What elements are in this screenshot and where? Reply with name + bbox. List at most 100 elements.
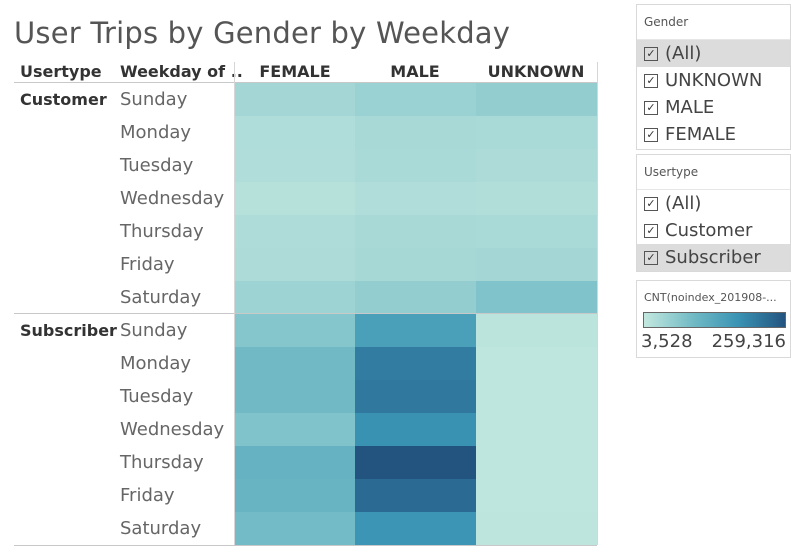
usertype-filter-item-all[interactable]: ✓ (All) (637, 190, 790, 217)
group-label-customer[interactable]: Customer (20, 90, 107, 109)
heat-cell-customer-tuesday-unknown[interactable] (476, 149, 597, 182)
heat-cell-subscriber-saturday-unknown[interactable] (476, 512, 597, 545)
heat-cell-subscriber-tuesday-female[interactable] (235, 380, 355, 413)
header-female[interactable]: FEMALE (259, 62, 331, 81)
heat-cell-subscriber-wednesday-male[interactable] (355, 413, 476, 446)
group-label-subscriber[interactable]: Subscriber (20, 321, 117, 340)
checkbox-icon[interactable]: ✓ (644, 223, 658, 238)
gender-filter-title: Gender (644, 15, 689, 29)
gender-filter-item-male[interactable]: ✓ MALE (637, 94, 790, 121)
checkbox-icon[interactable]: ✓ (644, 73, 658, 88)
row-label-tuesday[interactable]: Tuesday (120, 155, 194, 176)
usertype-filter-title: Usertype (644, 165, 699, 179)
checkbox-icon[interactable]: ✓ (644, 127, 658, 142)
heat-cell-subscriber-monday-unknown[interactable] (476, 347, 597, 380)
heatmap-grid (235, 83, 597, 545)
heat-cell-customer-friday-male[interactable] (355, 248, 476, 281)
usertype-filter-panel: Usertype ✓ (All) ✓ Customer ✓ Subscriber (636, 154, 791, 272)
heat-cell-subscriber-thursday-unknown[interactable] (476, 446, 597, 479)
heat-cell-subscriber-wednesday-female[interactable] (235, 413, 355, 446)
legend-max-label: 259,316 (711, 331, 786, 352)
filter-item-label: MALE (665, 97, 715, 118)
header-divider (14, 82, 597, 83)
heat-cell-subscriber-thursday-male[interactable] (355, 446, 476, 479)
heat-cell-subscriber-sunday-unknown[interactable] (476, 314, 597, 347)
heat-cell-customer-wednesday-male[interactable] (355, 182, 476, 215)
heat-cell-subscriber-thursday-female[interactable] (235, 446, 355, 479)
checkbox-icon[interactable]: ✓ (644, 196, 658, 211)
heat-cell-customer-friday-female[interactable] (235, 248, 355, 281)
heat-cell-customer-thursday-male[interactable] (355, 215, 476, 248)
heat-cell-customer-sunday-female[interactable] (235, 83, 355, 116)
row-label-sunday[interactable]: Sunday (120, 89, 188, 110)
header-unknown[interactable]: UNKNOWN (487, 62, 585, 81)
checkbox-icon[interactable]: ✓ (644, 100, 658, 115)
heat-cell-subscriber-wednesday-unknown[interactable] (476, 413, 597, 446)
heat-cell-customer-saturday-female[interactable] (235, 281, 355, 314)
row-label-saturday[interactable]: Saturday (120, 518, 202, 539)
heat-cell-customer-monday-female[interactable] (235, 116, 355, 149)
row-label-thursday[interactable]: Thursday (120, 452, 204, 473)
color-legend-panel: CNT(noindex_201908-... 3,528 259,316 (636, 280, 791, 358)
heat-cell-customer-saturday-unknown[interactable] (476, 281, 597, 314)
row-label-tuesday[interactable]: Tuesday (120, 386, 194, 407)
filter-item-label: Subscriber (665, 247, 761, 268)
heat-cell-customer-thursday-unknown[interactable] (476, 215, 597, 248)
heat-cell-customer-saturday-male[interactable] (355, 281, 476, 314)
heat-cell-subscriber-tuesday-male[interactable] (355, 380, 476, 413)
heat-cell-customer-friday-unknown[interactable] (476, 248, 597, 281)
panel-divider (637, 189, 790, 190)
filter-item-label: FEMALE (665, 124, 736, 145)
checkbox-icon[interactable]: ✓ (644, 46, 658, 61)
row-label-monday[interactable]: Monday (120, 122, 192, 143)
header-male[interactable]: MALE (390, 62, 440, 81)
heat-cell-customer-monday-unknown[interactable] (476, 116, 597, 149)
row-label-sunday[interactable]: Sunday (120, 320, 188, 341)
legend-min-label: 3,528 (641, 331, 693, 352)
heat-cell-customer-sunday-male[interactable] (355, 83, 476, 116)
row-label-monday[interactable]: Monday (120, 353, 192, 374)
panel-divider (637, 39, 790, 40)
heat-cell-subscriber-friday-female[interactable] (235, 479, 355, 512)
row-label-wednesday[interactable]: Wednesday (120, 419, 225, 440)
heat-cell-subscriber-monday-male[interactable] (355, 347, 476, 380)
chart-title: User Trips by Gender by Weekday (14, 16, 511, 50)
checkbox-icon[interactable]: ✓ (644, 250, 658, 265)
legend-title: CNT(noindex_201908-... (644, 291, 777, 304)
heat-cell-subscriber-monday-female[interactable] (235, 347, 355, 380)
filter-item-label: (All) (665, 193, 702, 214)
heat-cell-customer-tuesday-female[interactable] (235, 149, 355, 182)
header-weekday[interactable]: Weekday of .. (120, 62, 243, 81)
gender-filter-item-unknown[interactable]: ✓ UNKNOWN (637, 67, 790, 94)
row-label-friday[interactable]: Friday (120, 254, 175, 275)
grid-vline-right (597, 62, 598, 545)
header-usertype[interactable]: Usertype (20, 62, 102, 81)
usertype-filter-item-subscriber[interactable]: ✓ Subscriber (637, 244, 790, 271)
gender-filter-panel: Gender ✓ (All) ✓ UNKNOWN ✓ MALE ✓ FEMALE (636, 4, 791, 150)
heat-cell-subscriber-friday-unknown[interactable] (476, 479, 597, 512)
gender-filter-item-all[interactable]: ✓ (All) (637, 40, 790, 67)
grid-vline-left (234, 62, 235, 545)
heat-cell-subscriber-friday-male[interactable] (355, 479, 476, 512)
row-label-friday[interactable]: Friday (120, 485, 175, 506)
group-separator (14, 313, 597, 314)
heat-cell-subscriber-tuesday-unknown[interactable] (476, 380, 597, 413)
heat-cell-customer-wednesday-unknown[interactable] (476, 182, 597, 215)
gender-filter-item-female[interactable]: ✓ FEMALE (637, 121, 790, 148)
usertype-filter-item-customer[interactable]: ✓ Customer (637, 217, 790, 244)
heat-cell-subscriber-saturday-female[interactable] (235, 512, 355, 545)
row-label-saturday[interactable]: Saturday (120, 287, 202, 308)
row-label-wednesday[interactable]: Wednesday (120, 188, 225, 209)
heat-cell-customer-tuesday-male[interactable] (355, 149, 476, 182)
filter-item-label: UNKNOWN (665, 70, 763, 91)
heat-cell-customer-thursday-female[interactable] (235, 215, 355, 248)
grid-bottom-line (14, 545, 597, 546)
heat-cell-customer-monday-male[interactable] (355, 116, 476, 149)
row-label-thursday[interactable]: Thursday (120, 221, 204, 242)
heat-cell-subscriber-saturday-male[interactable] (355, 512, 476, 545)
heat-cell-subscriber-sunday-male[interactable] (355, 314, 476, 347)
heat-cell-customer-sunday-unknown[interactable] (476, 83, 597, 116)
heat-cell-subscriber-sunday-female[interactable] (235, 314, 355, 347)
filter-item-label: (All) (665, 43, 702, 64)
heat-cell-customer-wednesday-female[interactable] (235, 182, 355, 215)
